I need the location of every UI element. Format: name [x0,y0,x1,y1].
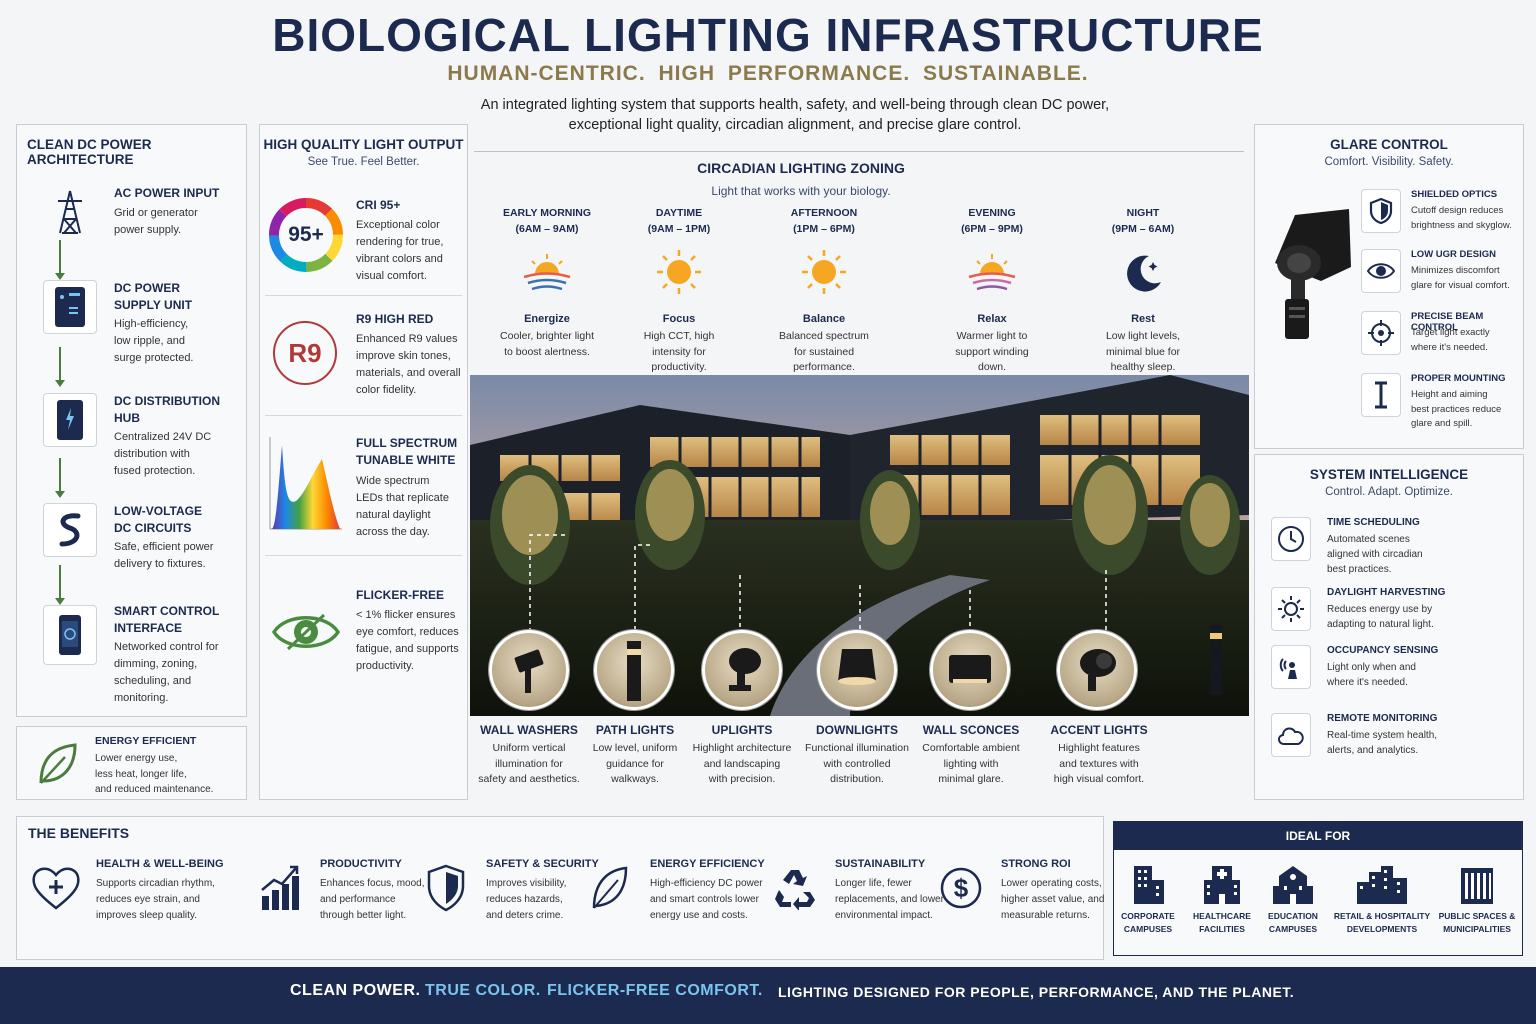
school-icon [1256,860,1330,904]
daylight-icon [1271,587,1311,631]
shield-icon [418,860,474,916]
divider [474,151,1244,152]
ideal-for-panel: IDEAL FOR [1113,821,1523,956]
uplight-fixture [702,630,782,710]
wall-washer-fixture [489,630,569,710]
office-building-icon [1111,860,1185,904]
footer-banner: CLEAN POWER. TRUE COLOR. FLICKER-FREE CO… [0,967,1536,1024]
clock-icon [1271,517,1311,561]
dc-power-title: CLEAN DC POWER ARCHITECTURE [27,137,152,167]
power-tower-icon [43,185,97,239]
downlight-fixture [817,630,897,710]
light-quality-panel: HIGH QUALITY LIGHT OUTPUT See True. Feel… [259,124,468,800]
flow-arrow [55,240,65,280]
ideal-corporate: CORPORATE CAMPUSES [1111,860,1185,936]
divider [265,555,462,556]
sun-icon [759,237,889,307]
smart-control-icon [43,605,97,665]
fixture-label-downlights: DOWNLIGHTS Functional illumination with c… [805,723,909,785]
fixture-label-uplights: UPLIGHTS Highlight architecture and lands… [692,723,792,785]
dc-step-hub: DC DISTRIBUTION HUB Centralized 24V DC dis… [43,393,253,493]
dc-power-panel: CLEAN DC POWER ARCHITECTURE AC POWER INP… [16,124,247,717]
glare-title: GLARE CONTROL [1330,137,1448,152]
circuit-cable-icon [43,503,97,557]
fixture-label-path-lights: PATH LIGHTS Low level, uniform guidance f… [592,723,678,785]
intro-text: An integrated lighting system that suppo… [480,97,1110,133]
sunrise-icon [482,237,612,307]
crosshair-icon [1361,311,1401,355]
divider [265,295,462,296]
path-light-fixture [594,630,674,710]
page-subtitle: HUMAN-CENTRIC. HIGH PERFORMANCE. SUSTAIN… [447,62,1089,85]
civic-building-icon [1435,860,1519,904]
eye-icon [270,607,342,662]
fixture-label-wall-sconces: WALL SCONCES Comfortable ambient lighting… [922,723,1020,785]
recycle-icon [767,860,823,916]
dc-step-ac: AC POWER INPUT Grid or generator power su… [43,185,253,285]
flow-arrow [55,347,65,387]
sunset-icon [927,237,1057,307]
wall-sconce-fixture [930,630,1010,710]
growth-chart-icon [252,860,308,916]
distribution-hub-icon [43,393,97,447]
glare-control-panel: GLARE CONTROL Comfort. Visibility. Safet… [1254,124,1524,449]
benefits-title: THE BENEFITS [28,825,130,841]
fixture-label-accent-lights: ACCENT LIGHTS Highlight features and text… [1050,723,1148,785]
page-title: BIOLOGICAL LIGHTING INFRASTRUCTURE [272,9,1264,61]
leaf-icon [582,860,638,916]
spectrum-graph-icon [268,435,344,536]
zone-early-morning: EARLY MORNING (6AM – 9AM) Energize Cooler… [482,205,612,360]
power-supply-icon [43,280,97,334]
hospital-icon [1185,860,1259,904]
cloud-icon [1271,713,1311,757]
leaf-icon [35,741,79,792]
fixture-label-wall-washers: WALL WASHERS Uniform vertical illuminatio… [478,723,580,785]
zone-evening: EVENING (6PM – 9PM) Relax Warmer light to… [927,205,1057,376]
ideal-public-spaces: PUBLIC SPACES & MUNICIPALITIES [1435,860,1519,936]
energy-efficient-card: ENERGY EFFICIENT Lower energy use, less h… [16,726,247,800]
shield-icon [1361,189,1401,233]
benefits-panel: THE BENEFITS [16,816,1104,960]
ideal-for-title: IDEAL FOR [1114,822,1522,850]
svg-text:$: $ [954,873,969,903]
sun-icon [614,237,744,307]
color-wheel-icon: 95+ [268,197,344,278]
ideal-retail: RETAIL & HOSPITALITY DEVELOPMENTS [1330,860,1434,936]
city-buildings-icon [1330,860,1434,904]
heart-icon [28,860,84,916]
dc-step-circuits: LOW-VOLTAGE DC CIRCUITS Safe, efficient p… [43,503,253,603]
dc-step-supply: DC POWER SUPPLY UNIT High-efficiency, low … [43,280,253,380]
mounting-icon [1361,373,1401,417]
eye-icon [1361,249,1401,293]
flow-arrow [55,565,65,605]
moon-icon [1078,237,1208,307]
divider [265,415,462,416]
intelligence-title: SYSTEM INTELLIGENCE [1309,467,1469,482]
light-quality-title: HIGH QUALITY LIGHT OUTPUT [263,137,464,152]
shielded-fixture-illustration [1265,207,1357,362]
zone-daytime: DAYTIME (9AM – 1PM) Focus High CCT, high i… [614,205,744,376]
zone-night: NIGHT (9PM – 6AM) Rest Low light levels, m… [1078,205,1208,376]
accent-light-fixture [1057,630,1137,710]
dollar-icon: $ [933,860,989,916]
ideal-healthcare: HEALTHCARE FACILITIES [1185,860,1259,936]
system-intelligence-panel: SYSTEM INTELLIGENCE Control. Adapt. Opti… [1254,454,1524,800]
circadian-title: CIRCADIAN LIGHTING ZONING [697,160,905,176]
zone-afternoon: AFTERNOON (1PM – 6PM) Balance Balanced sp… [759,205,889,376]
dc-step-control: SMART CONTROL INTERFACE Networked control… [43,603,253,704]
r9-badge: R9 [273,321,337,385]
occupancy-icon [1271,645,1311,689]
flow-arrow [55,458,65,498]
ideal-education: EDUCATION CAMPUSES [1256,860,1330,936]
